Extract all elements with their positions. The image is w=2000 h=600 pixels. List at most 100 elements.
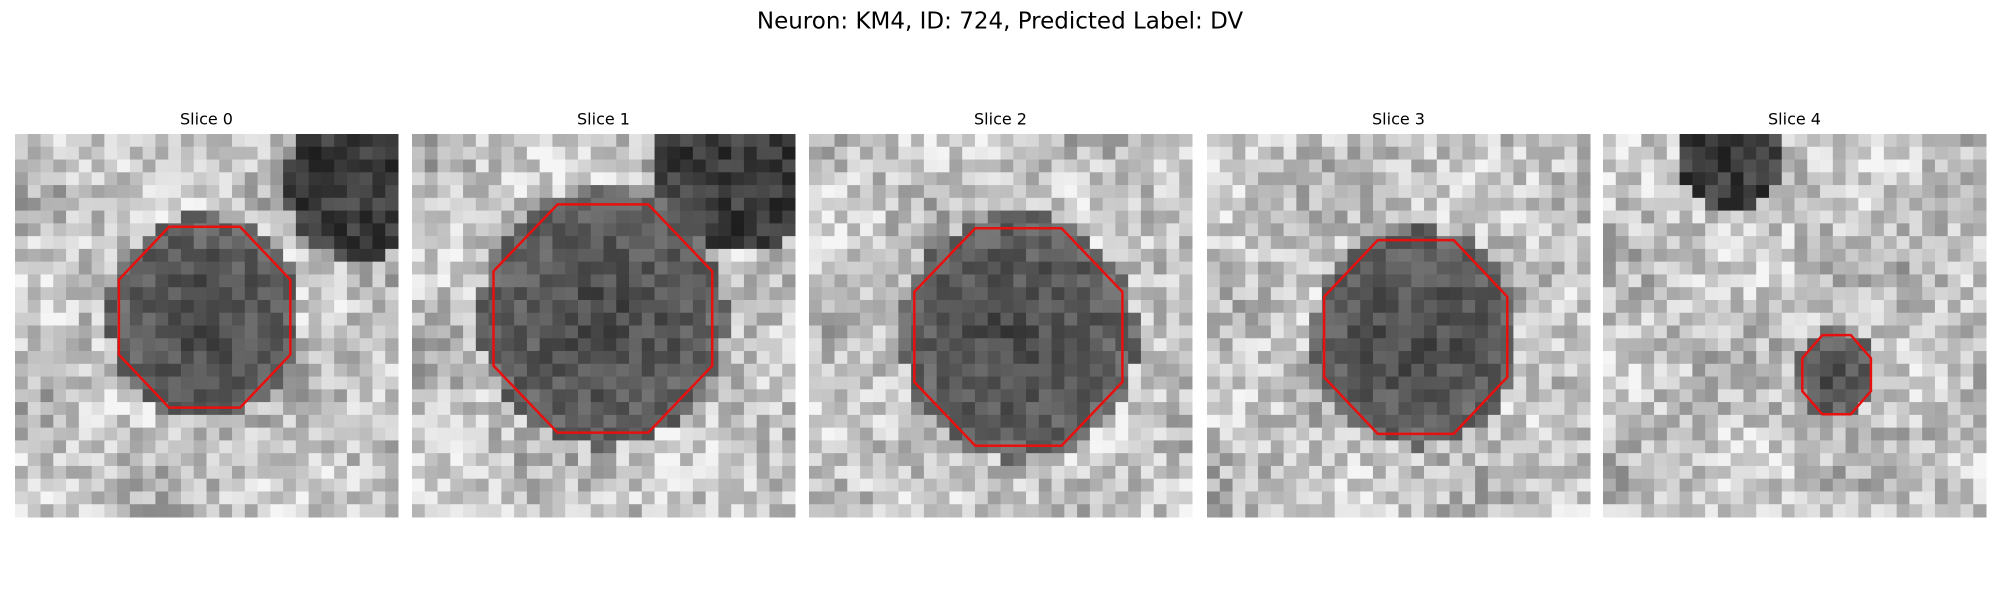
pixel (40, 236, 54, 250)
pixel (1717, 389, 1732, 403)
pixel (308, 478, 322, 492)
pixel (180, 172, 195, 186)
pixel (1270, 402, 1285, 416)
pixel (705, 210, 719, 224)
pixel (834, 210, 848, 224)
pixel (1411, 440, 1425, 454)
pixel (1666, 402, 1681, 416)
pixel (232, 134, 246, 148)
pixel (1385, 491, 1399, 505)
pixel (1692, 134, 1706, 148)
pixel (898, 299, 912, 314)
pixel (1743, 338, 1757, 352)
pixel (1513, 402, 1527, 416)
pixel (91, 338, 105, 352)
pixel (1909, 440, 1923, 454)
pixel (232, 465, 246, 480)
pixel (1411, 351, 1425, 365)
pixel (1115, 389, 1129, 403)
pixel (847, 197, 861, 212)
pixel (1411, 287, 1425, 301)
pixel (1296, 159, 1310, 173)
pixel (1232, 210, 1246, 224)
pixel (1089, 261, 1104, 275)
pixel (809, 210, 823, 224)
pixel (847, 427, 861, 441)
pixel (142, 338, 156, 352)
pixel (91, 491, 105, 505)
pixel (680, 465, 694, 480)
pixel (1258, 440, 1272, 454)
pixel (1603, 261, 1617, 275)
pixel (1960, 261, 1974, 275)
pixel (40, 185, 54, 199)
pixel (1166, 299, 1180, 314)
pixel (1487, 491, 1502, 505)
pixel (1922, 427, 1936, 441)
pixel (565, 338, 579, 352)
pixel (1768, 363, 1783, 378)
pixel (756, 287, 770, 301)
pixel (412, 223, 426, 237)
pixel (1768, 325, 1783, 339)
pixel (1500, 389, 1514, 403)
pixel (257, 338, 271, 352)
pixel (1372, 210, 1387, 224)
pixel (78, 299, 93, 314)
pixel (27, 134, 42, 148)
pixel (1628, 274, 1642, 288)
pixel (206, 504, 220, 518)
pixel (1321, 440, 1336, 454)
pixel (1153, 478, 1167, 492)
pixel (756, 402, 770, 416)
pixel (1513, 338, 1527, 352)
pixel (193, 389, 207, 403)
pixel (1140, 325, 1155, 339)
pixel (437, 402, 451, 416)
pixel (590, 504, 604, 518)
pixel (1615, 197, 1630, 212)
pixel (756, 363, 770, 378)
pixel (244, 197, 259, 212)
pixel (552, 299, 566, 314)
pixel (923, 363, 938, 378)
pixel (949, 491, 963, 505)
pixel (987, 389, 1001, 403)
pixel (1717, 287, 1732, 301)
pixel (488, 478, 502, 492)
pixel (501, 504, 515, 518)
pixel (654, 453, 668, 467)
pixel (1207, 427, 1221, 441)
pixel (1436, 389, 1451, 403)
pixel (1768, 248, 1783, 263)
pixel (1115, 185, 1129, 199)
pixel (66, 389, 80, 403)
pixel (539, 299, 553, 314)
pixel (308, 376, 322, 390)
pixel (514, 261, 528, 275)
pixel (1960, 223, 1974, 237)
pixel (1026, 159, 1040, 173)
pixel (1296, 402, 1310, 416)
pixel (1166, 197, 1180, 212)
pixel (1934, 465, 1949, 480)
pixel (180, 274, 195, 288)
pixel (1077, 351, 1091, 365)
pixel (1309, 185, 1323, 199)
pixel (1360, 159, 1374, 173)
pixel (359, 223, 373, 237)
pixel (1360, 210, 1374, 224)
pixel (1000, 491, 1014, 505)
pixel (1871, 491, 1885, 505)
pixel (1245, 351, 1259, 365)
pixel (1654, 172, 1668, 186)
pixel (526, 134, 541, 148)
pixel (1577, 351, 1591, 365)
pixel (1424, 478, 1438, 492)
pixel (603, 287, 617, 301)
pixel (1871, 210, 1885, 224)
pixel (987, 351, 1001, 365)
pixel (206, 376, 220, 390)
pixel (1679, 402, 1693, 416)
pixel (1179, 261, 1193, 275)
